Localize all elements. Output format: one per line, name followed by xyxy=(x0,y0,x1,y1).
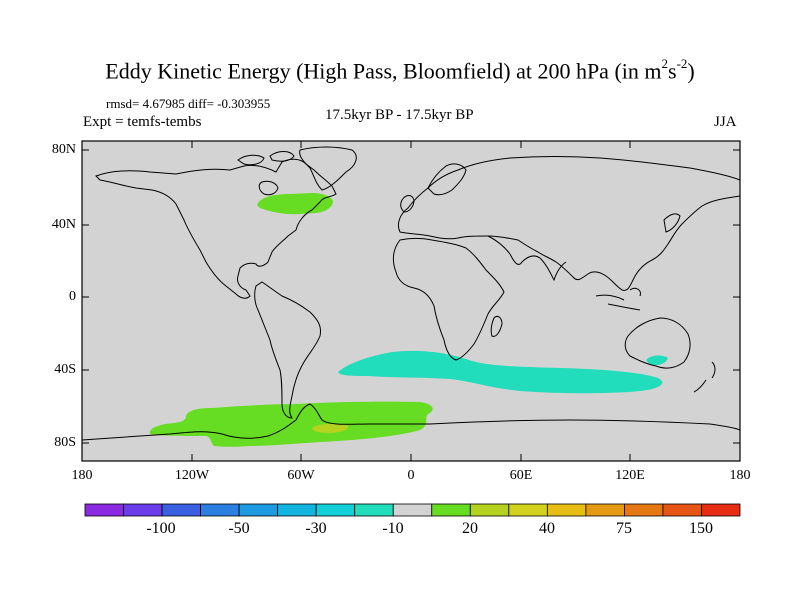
lat-label-40n: 40N xyxy=(51,217,76,232)
coast-antarctica xyxy=(82,403,740,441)
coast-greenland xyxy=(299,146,357,191)
subtitle: 17.5kyr BP - 17.5kyr BP xyxy=(325,107,474,123)
lon-label-60e: 60E xyxy=(509,468,533,483)
lon-label-0: 0 xyxy=(407,468,415,483)
lat-label-80s: 80S xyxy=(54,435,76,450)
colorbar-swatch xyxy=(200,503,240,517)
colorbar-swatch xyxy=(662,503,702,517)
colorbar-swatch xyxy=(238,503,279,517)
lat-label-0: 0 xyxy=(69,289,76,304)
coast-hudson-bay xyxy=(258,180,279,196)
anomaly-region-australia-south xyxy=(646,355,668,366)
lon-label-60w: 60W xyxy=(287,468,315,483)
lon-label-120w: 120W xyxy=(174,468,210,483)
coast-madagascar xyxy=(490,315,503,337)
colorbar-label: 40 xyxy=(539,520,555,537)
colorbar-swatch xyxy=(277,503,317,517)
colorbar-swatch xyxy=(508,503,548,517)
colorbar-swatch xyxy=(315,503,356,517)
anomaly-region-south-atlantic-indian xyxy=(338,350,663,394)
colorbar-label: -10 xyxy=(382,520,404,537)
coast-uk xyxy=(400,195,415,213)
colorbar-swatch xyxy=(123,503,163,517)
colorbar-swatch xyxy=(624,503,664,517)
colorbar-swatch xyxy=(546,503,587,517)
colorbar-swatch xyxy=(392,503,433,517)
coast-north-america xyxy=(95,158,337,299)
coast-australia xyxy=(624,317,691,369)
colorbar-label: -50 xyxy=(228,520,250,537)
lat-label-80n: 80N xyxy=(51,142,76,157)
anomaly-region-weddell-patch xyxy=(312,424,349,433)
season-label: JJA xyxy=(714,114,737,130)
colorbar-swatch xyxy=(431,503,471,517)
lat-label-40s: 40S xyxy=(54,362,76,377)
anomaly-region-southern-ocean xyxy=(149,401,433,447)
rmsd-stats: rmsd= 4.67985 diff= -0.303955 xyxy=(106,96,271,111)
lat-ticks xyxy=(82,149,740,444)
coast-arabia-india xyxy=(487,235,567,282)
coast-africa xyxy=(392,238,505,361)
coast-indonesia xyxy=(595,287,641,311)
experiment-label: Expt = temfs-tembs xyxy=(83,114,202,130)
lon-label-180e: 180 xyxy=(729,468,751,483)
colorbar-label: 75 xyxy=(616,520,632,537)
lon-label-180w: 180 xyxy=(71,468,93,483)
colorbar xyxy=(84,503,741,517)
coast-south-america xyxy=(254,281,321,419)
colorbar-label: -100 xyxy=(146,520,176,537)
coastlines xyxy=(82,146,740,441)
plot-title: Eddy Kinetic Energy (High Pass, Bloomfie… xyxy=(105,56,695,84)
anomaly-region-north-america xyxy=(257,193,333,215)
coast-japan xyxy=(663,213,681,233)
colorbar-swatch xyxy=(354,503,394,517)
lon-ticks xyxy=(81,141,741,461)
colorbar-swatch xyxy=(585,503,625,517)
colorbar-label: -30 xyxy=(305,520,327,537)
lon-label-120e: 120E xyxy=(615,468,645,483)
colorbar-swatch xyxy=(469,503,510,517)
coast-scandinavia xyxy=(427,163,467,196)
coast-eurasia xyxy=(397,156,740,291)
coast-arctic-islands xyxy=(237,151,295,166)
colorbar-swatch xyxy=(84,503,124,517)
colorbar-label: 20 xyxy=(462,520,478,537)
colorbar-label: 150 xyxy=(689,520,713,537)
colorbar-swatch xyxy=(701,503,741,517)
colorbar-swatch xyxy=(161,503,201,517)
coast-new-zealand xyxy=(693,361,716,393)
